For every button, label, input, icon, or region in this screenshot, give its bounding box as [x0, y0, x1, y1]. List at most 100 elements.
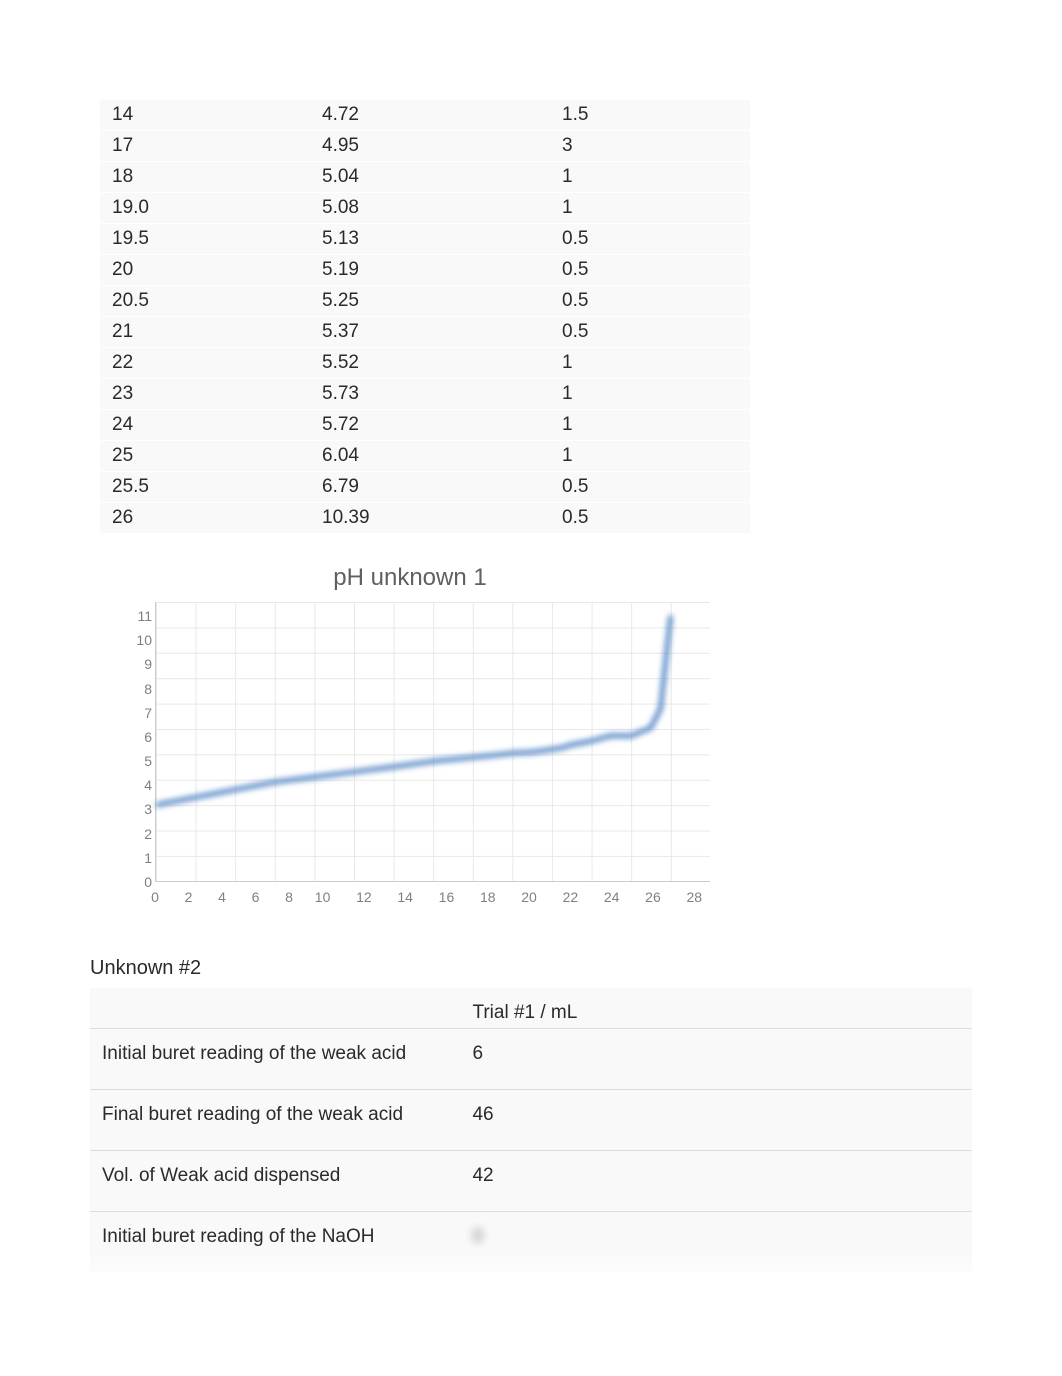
- y-tick-label: 6: [130, 730, 152, 744]
- table-row: 19.05.081: [100, 193, 750, 224]
- x-axis-labels: 0246810121416182022242628: [155, 887, 710, 907]
- y-axis-labels: 01234567891011: [130, 602, 152, 882]
- table-cell: 5.72: [310, 410, 550, 441]
- table-row: 235.731: [100, 379, 750, 410]
- buret-table: Trial #1 / mL Initial buret reading of t…: [90, 988, 972, 1272]
- table-cell: 25.5: [100, 472, 310, 503]
- table-row: 20.55.250.5: [100, 286, 750, 317]
- table-cell: 14: [100, 100, 310, 131]
- ph-chart-container: pH unknown 1 01234567891011 024681012141…: [100, 564, 720, 907]
- table-row: 174.953: [100, 131, 750, 162]
- table-cell: 18: [100, 162, 310, 193]
- table-cell: 20: [100, 255, 310, 286]
- table-cell: 5.73: [310, 379, 550, 410]
- x-tick-label: 22: [563, 887, 579, 907]
- table-cell: 5.08: [310, 193, 550, 224]
- y-tick-label: 10: [130, 633, 152, 647]
- table-cell: 25: [100, 441, 310, 472]
- x-tick-label: 26: [645, 887, 661, 907]
- table-cell: 5.25: [310, 286, 550, 317]
- table-row: Vol. of Weak acid dispensed 42: [90, 1151, 972, 1212]
- table-cell: 6.04: [310, 441, 550, 472]
- table-cell: 5.19: [310, 255, 550, 286]
- y-tick-label: 9: [130, 657, 152, 671]
- x-tick-label: 28: [686, 887, 702, 907]
- y-tick-label: 1: [130, 851, 152, 865]
- x-tick-label: 24: [604, 887, 620, 907]
- table-cell: 1: [550, 162, 750, 193]
- chart-area: 01234567891011 0246810121416182022242628: [130, 602, 710, 907]
- y-tick-label: 11: [130, 609, 152, 623]
- table-cell: 3: [550, 131, 750, 162]
- table-row: Final buret reading of the weak acid 46: [90, 1090, 972, 1151]
- x-tick-label: 2: [185, 887, 193, 907]
- table-cell: 10.39: [310, 503, 550, 534]
- x-tick-label: 4: [218, 887, 226, 907]
- table-cell: 19.0: [100, 193, 310, 224]
- table-cell: 6.79: [310, 472, 550, 503]
- table-cell: 1: [550, 410, 750, 441]
- table-cell: 21: [100, 317, 310, 348]
- x-tick-label: 20: [521, 887, 537, 907]
- buret-value: 46: [460, 1090, 972, 1151]
- table-cell: 5.04: [310, 162, 550, 193]
- x-tick-label: 10: [315, 887, 331, 907]
- table-row: 144.721.5: [100, 100, 750, 131]
- y-tick-label: 0: [130, 875, 152, 889]
- chart-plot-area: [155, 602, 710, 882]
- unknown2-title: Unknown #2: [90, 957, 972, 980]
- table-cell: 5.37: [310, 317, 550, 348]
- table-cell: 1: [550, 193, 750, 224]
- buret-value: 0: [460, 1212, 972, 1273]
- y-tick-label: 4: [130, 778, 152, 792]
- table-row: 25.56.790.5: [100, 472, 750, 503]
- table-cell: 1: [550, 441, 750, 472]
- table-cell: 4.95: [310, 131, 550, 162]
- buret-value: 6: [460, 1029, 972, 1090]
- x-tick-label: 12: [356, 887, 372, 907]
- y-tick-label: 5: [130, 754, 152, 768]
- x-tick-label: 16: [439, 887, 455, 907]
- table-cell: 22: [100, 348, 310, 379]
- table-cell: 4.72: [310, 100, 550, 131]
- y-tick-label: 8: [130, 682, 152, 696]
- table-cell: 0.5: [550, 286, 750, 317]
- table-row: 19.55.130.5: [100, 224, 750, 255]
- table-cell: 0.5: [550, 472, 750, 503]
- table-cell: 0.5: [550, 255, 750, 286]
- x-tick-label: 0: [151, 887, 159, 907]
- table-cell: 5.13: [310, 224, 550, 255]
- table-row: 256.041: [100, 441, 750, 472]
- table-cell: 0.5: [550, 224, 750, 255]
- chart-line-svg: [156, 602, 710, 881]
- table-cell: 0.5: [550, 503, 750, 534]
- table-cell: 19.5: [100, 224, 310, 255]
- x-tick-label: 18: [480, 887, 496, 907]
- table-row: Initial buret reading of the NaOH 0: [90, 1212, 972, 1273]
- buret-label: Initial buret reading of the weak acid: [90, 1029, 460, 1090]
- table-cell: 20.5: [100, 286, 310, 317]
- table-cell: 1.5: [550, 100, 750, 131]
- table-cell: 1: [550, 379, 750, 410]
- buret-header-row: Trial #1 / mL: [90, 988, 972, 1029]
- y-tick-label: 7: [130, 706, 152, 720]
- table-row: 225.521: [100, 348, 750, 379]
- blurred-value: 0: [472, 1226, 483, 1247]
- table-row: Initial buret reading of the weak acid 6: [90, 1029, 972, 1090]
- buret-label: Final buret reading of the weak acid: [90, 1090, 460, 1151]
- table-cell: 17: [100, 131, 310, 162]
- buret-label: Vol. of Weak acid dispensed: [90, 1151, 460, 1212]
- table-row: 2610.390.5: [100, 503, 750, 534]
- x-tick-label: 14: [397, 887, 413, 907]
- titration-data-table: 144.721.5174.953185.04119.05.08119.55.13…: [100, 100, 750, 534]
- buret-header-empty: [90, 988, 460, 1029]
- table-cell: 26: [100, 503, 310, 534]
- x-tick-label: 8: [285, 887, 293, 907]
- table-row: 205.190.5: [100, 255, 750, 286]
- chart-title: pH unknown 1: [100, 564, 720, 592]
- table-row: 245.721: [100, 410, 750, 441]
- table-cell: 24: [100, 410, 310, 441]
- buret-header-trial: Trial #1 / mL: [460, 988, 972, 1029]
- x-tick-label: 6: [252, 887, 260, 907]
- table-cell: 0.5: [550, 317, 750, 348]
